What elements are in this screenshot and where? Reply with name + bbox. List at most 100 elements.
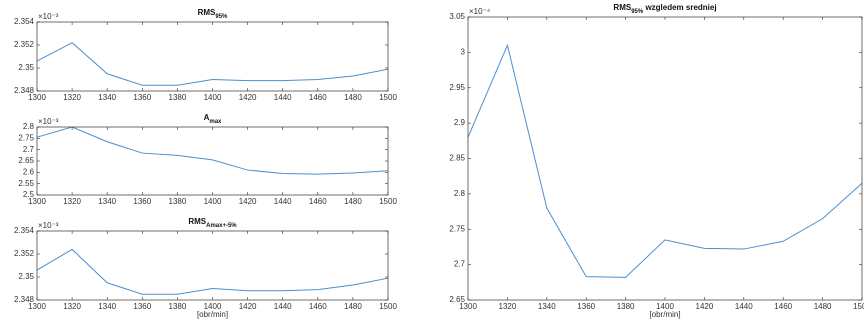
x-tick-label: 1340	[538, 302, 556, 311]
title-subscript: 95%	[631, 9, 644, 15]
x-tick-label: 1400	[204, 197, 222, 206]
title-subscript: max	[209, 119, 222, 125]
x-tick-label: 1360	[133, 197, 151, 206]
y-tick-label: 2.7	[454, 260, 466, 269]
exponent-label: ×10⁻³	[38, 117, 59, 126]
y-tick-label: 2.354	[14, 226, 35, 235]
x-tick-label: 1500	[379, 302, 397, 311]
subplot: 2.65 2.7 2.75 2.8 2.85 2.9 2.95 3 3.05 1300 1320 13…	[449, 3, 864, 319]
title-subscript: Amax+-5%	[206, 223, 237, 229]
x-tick-label: 1380	[169, 197, 187, 206]
x-tick-label: 1400	[656, 302, 674, 311]
y-tick-label: 3.05	[449, 12, 465, 21]
y-tick-label: 2.65	[18, 156, 34, 165]
x-tick-label: 1380	[169, 93, 187, 102]
subplot: 2.5 2.55 2.6 2.65 2.7 2.75 2.8 1300 1320 1340 1360…	[18, 113, 397, 206]
title-main: RMS	[613, 3, 631, 12]
x-tick-label: 1440	[274, 302, 292, 311]
x-tick-label: 1420	[696, 302, 714, 311]
exponent-label: ×10⁻³	[38, 12, 59, 21]
x-tick-label: 1420	[239, 302, 257, 311]
x-tick-label: 1340	[98, 93, 116, 102]
y-tick-label: 2.95	[449, 83, 465, 92]
axes-box	[36, 230, 389, 301]
x-tick-label: 1480	[344, 93, 362, 102]
x-tick-label: 1480	[814, 302, 832, 311]
y-tick-label: 3	[461, 47, 466, 56]
x-tick-label: 1440	[274, 93, 292, 102]
x-axis-label: [obr/min]	[649, 310, 680, 319]
chart-title: Amax	[204, 113, 222, 124]
x-tick-label: 1440	[735, 302, 753, 311]
y-tick-label: 2.8	[454, 189, 466, 198]
x-tick-label: 1320	[499, 302, 517, 311]
axes-box	[36, 21, 389, 92]
chart-title: RMS95% wzgledem sredniej	[613, 3, 716, 14]
x-tick-label: 1300	[28, 197, 46, 206]
subplot: 2.348 2.35 2.352 2.354 1300 1320 1340 1360 1380 1…	[14, 8, 397, 102]
title-subscript: 95%	[215, 14, 228, 20]
x-tick-label: 1440	[274, 197, 292, 206]
data-line	[36, 42, 389, 86]
x-tick-label: 1300	[459, 302, 477, 311]
y-tick-label: 2.352	[14, 40, 35, 49]
axes-box	[36, 126, 389, 196]
x-axis-label: [obr/min]	[197, 310, 228, 319]
x-tick-label: 1380	[169, 302, 187, 311]
exponent-label: ×10⁻⁴	[469, 7, 491, 16]
data-line	[36, 126, 389, 175]
y-tick-label: 2.35	[18, 272, 34, 281]
x-tick-label: 1360	[577, 302, 595, 311]
x-tick-label: 1460	[309, 197, 327, 206]
x-tick-label: 1480	[344, 197, 362, 206]
axes-background	[37, 127, 388, 195]
y-tick-label: 2.75	[449, 224, 465, 233]
title-main: RMS	[198, 8, 216, 17]
axes-box	[467, 16, 863, 301]
y-tick-label: 2.85	[449, 154, 465, 163]
y-tick-label: 2.35	[18, 63, 34, 72]
x-tick-label: 1300	[28, 93, 46, 102]
x-tick-label: 1500	[379, 197, 397, 206]
y-tick-label: 2.55	[18, 179, 34, 188]
x-tick-label: 1300	[28, 302, 46, 311]
x-tick-label: 1380	[617, 302, 635, 311]
y-tick-label: 2.75	[18, 133, 34, 142]
x-tick-label: 1420	[239, 93, 257, 102]
title-rest: wzgledem sredniej	[643, 3, 716, 12]
title-main: RMS	[188, 217, 206, 226]
x-tick-label: 1320	[63, 93, 81, 102]
chart-title: RMSAmax+-5%	[188, 217, 237, 228]
y-tick-label: 2.8	[23, 122, 35, 131]
y-tick-label: 2.354	[14, 17, 35, 26]
x-tick-label: 1460	[309, 93, 327, 102]
x-tick-label: 1360	[133, 93, 151, 102]
x-tick-label: 1340	[98, 302, 116, 311]
y-tick-label: 2.352	[14, 249, 35, 258]
x-tick-label: 1320	[63, 197, 81, 206]
x-tick-label: 1340	[98, 197, 116, 206]
axes-background	[37, 22, 388, 91]
data-line	[467, 43, 863, 278]
data-line	[36, 248, 389, 295]
x-tick-label: 1500	[853, 302, 864, 311]
x-tick-label: 1480	[344, 302, 362, 311]
y-tick-label: 2.65	[449, 295, 465, 304]
y-tick-label: 2.9	[454, 118, 466, 127]
title-main: A	[204, 113, 210, 122]
x-tick-label: 1460	[774, 302, 792, 311]
x-tick-label: 1400	[204, 93, 222, 102]
x-tick-label: 1320	[63, 302, 81, 311]
x-tick-label: 1500	[379, 93, 397, 102]
x-tick-label: 1420	[239, 197, 257, 206]
chart-title: RMS95%	[198, 8, 228, 19]
y-tick-label: 2.5	[23, 190, 35, 199]
x-tick-label: 1360	[133, 302, 151, 311]
x-tick-label: 1400	[204, 302, 222, 311]
axes-background	[468, 17, 862, 300]
y-tick-label: 2.6	[23, 167, 35, 176]
y-tick-label: 2.348	[14, 295, 35, 304]
exponent-label: ×10⁻³	[38, 221, 59, 230]
y-tick-label: 2.348	[14, 86, 35, 95]
